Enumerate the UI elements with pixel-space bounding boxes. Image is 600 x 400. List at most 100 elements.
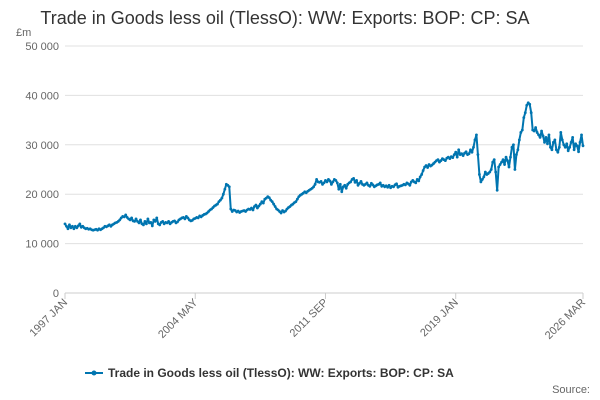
- point: [173, 219, 176, 223]
- point: [553, 138, 557, 142]
- point: [469, 148, 472, 152]
- point: [497, 165, 501, 169]
- point: [467, 152, 471, 156]
- point: [256, 206, 259, 210]
- point: [534, 126, 538, 129]
- point: [315, 177, 318, 181]
- point: [457, 148, 461, 152]
- point: [495, 188, 499, 192]
- point: [557, 145, 561, 149]
- point: [149, 220, 153, 224]
- point: [577, 150, 580, 154]
- point: [552, 140, 555, 144]
- point: [353, 180, 357, 184]
- legend-label: Trade in Goods less oil (TlessO): WW: Ex…: [108, 366, 454, 380]
- point: [503, 163, 506, 166]
- point: [451, 156, 455, 160]
- point: [183, 217, 187, 221]
- y-unit: £m: [16, 27, 31, 39]
- point: [489, 168, 493, 171]
- point: [455, 155, 459, 159]
- point: [546, 142, 549, 146]
- point: [155, 216, 159, 220]
- point: [134, 217, 138, 221]
- point: [421, 169, 425, 172]
- point: [78, 222, 82, 226]
- point: [478, 173, 481, 176]
- point: [566, 149, 570, 153]
- point: [368, 184, 372, 188]
- point: [501, 158, 505, 162]
- point: [482, 175, 486, 179]
- source: Source:: [552, 384, 590, 396]
- point: [516, 148, 520, 152]
- point: [544, 135, 548, 139]
- point: [475, 133, 478, 137]
- x-tick-label: 2019 JAN: [418, 297, 461, 340]
- point: [186, 216, 190, 220]
- point: [575, 144, 579, 148]
- point: [420, 173, 424, 176]
- point: [284, 209, 287, 213]
- point: [479, 180, 483, 184]
- point: [436, 158, 440, 162]
- point: [335, 181, 339, 185]
- point: [334, 178, 338, 182]
- point: [221, 192, 225, 196]
- point: [509, 155, 512, 159]
- point: [426, 166, 429, 169]
- point: [417, 179, 421, 183]
- point: [395, 182, 398, 186]
- point: [571, 135, 575, 139]
- point: [358, 181, 361, 185]
- point: [500, 160, 503, 164]
- point: [137, 221, 141, 225]
- point: [128, 218, 132, 222]
- point: [325, 180, 329, 184]
- point: [563, 145, 567, 149]
- point: [68, 223, 71, 227]
- point: [448, 157, 452, 161]
- point: [523, 111, 527, 115]
- y-tick-label: 50 000: [25, 41, 59, 53]
- point: [145, 222, 148, 226]
- point: [220, 196, 224, 200]
- x-tick-label: 2026 MAR: [543, 297, 588, 342]
- series-line: [64, 101, 584, 232]
- point: [72, 227, 76, 231]
- point: [133, 219, 136, 223]
- point: [371, 183, 375, 187]
- point: [176, 220, 179, 224]
- point: [408, 183, 412, 187]
- point: [386, 185, 390, 189]
- point: [378, 181, 382, 185]
- point: [520, 128, 524, 132]
- point: [279, 211, 283, 215]
- point: [71, 224, 74, 228]
- point: [569, 140, 573, 144]
- point: [439, 159, 443, 163]
- point: [337, 187, 341, 191]
- point: [559, 131, 563, 134]
- point: [476, 153, 480, 157]
- point: [574, 142, 577, 146]
- point: [359, 179, 363, 183]
- point: [251, 208, 255, 212]
- point: [343, 183, 347, 187]
- point: [229, 207, 233, 211]
- point: [349, 180, 353, 184]
- point: [556, 150, 560, 154]
- point: [491, 160, 495, 164]
- point: [257, 204, 261, 208]
- point: [261, 201, 265, 205]
- point: [512, 143, 515, 147]
- point: [519, 131, 523, 134]
- point: [139, 218, 142, 222]
- point: [158, 223, 162, 227]
- x-tick-label: 2004 MAY: [156, 296, 201, 341]
- point: [424, 164, 428, 167]
- point: [143, 219, 147, 223]
- point: [529, 111, 533, 115]
- point: [562, 143, 566, 147]
- point: [506, 159, 509, 163]
